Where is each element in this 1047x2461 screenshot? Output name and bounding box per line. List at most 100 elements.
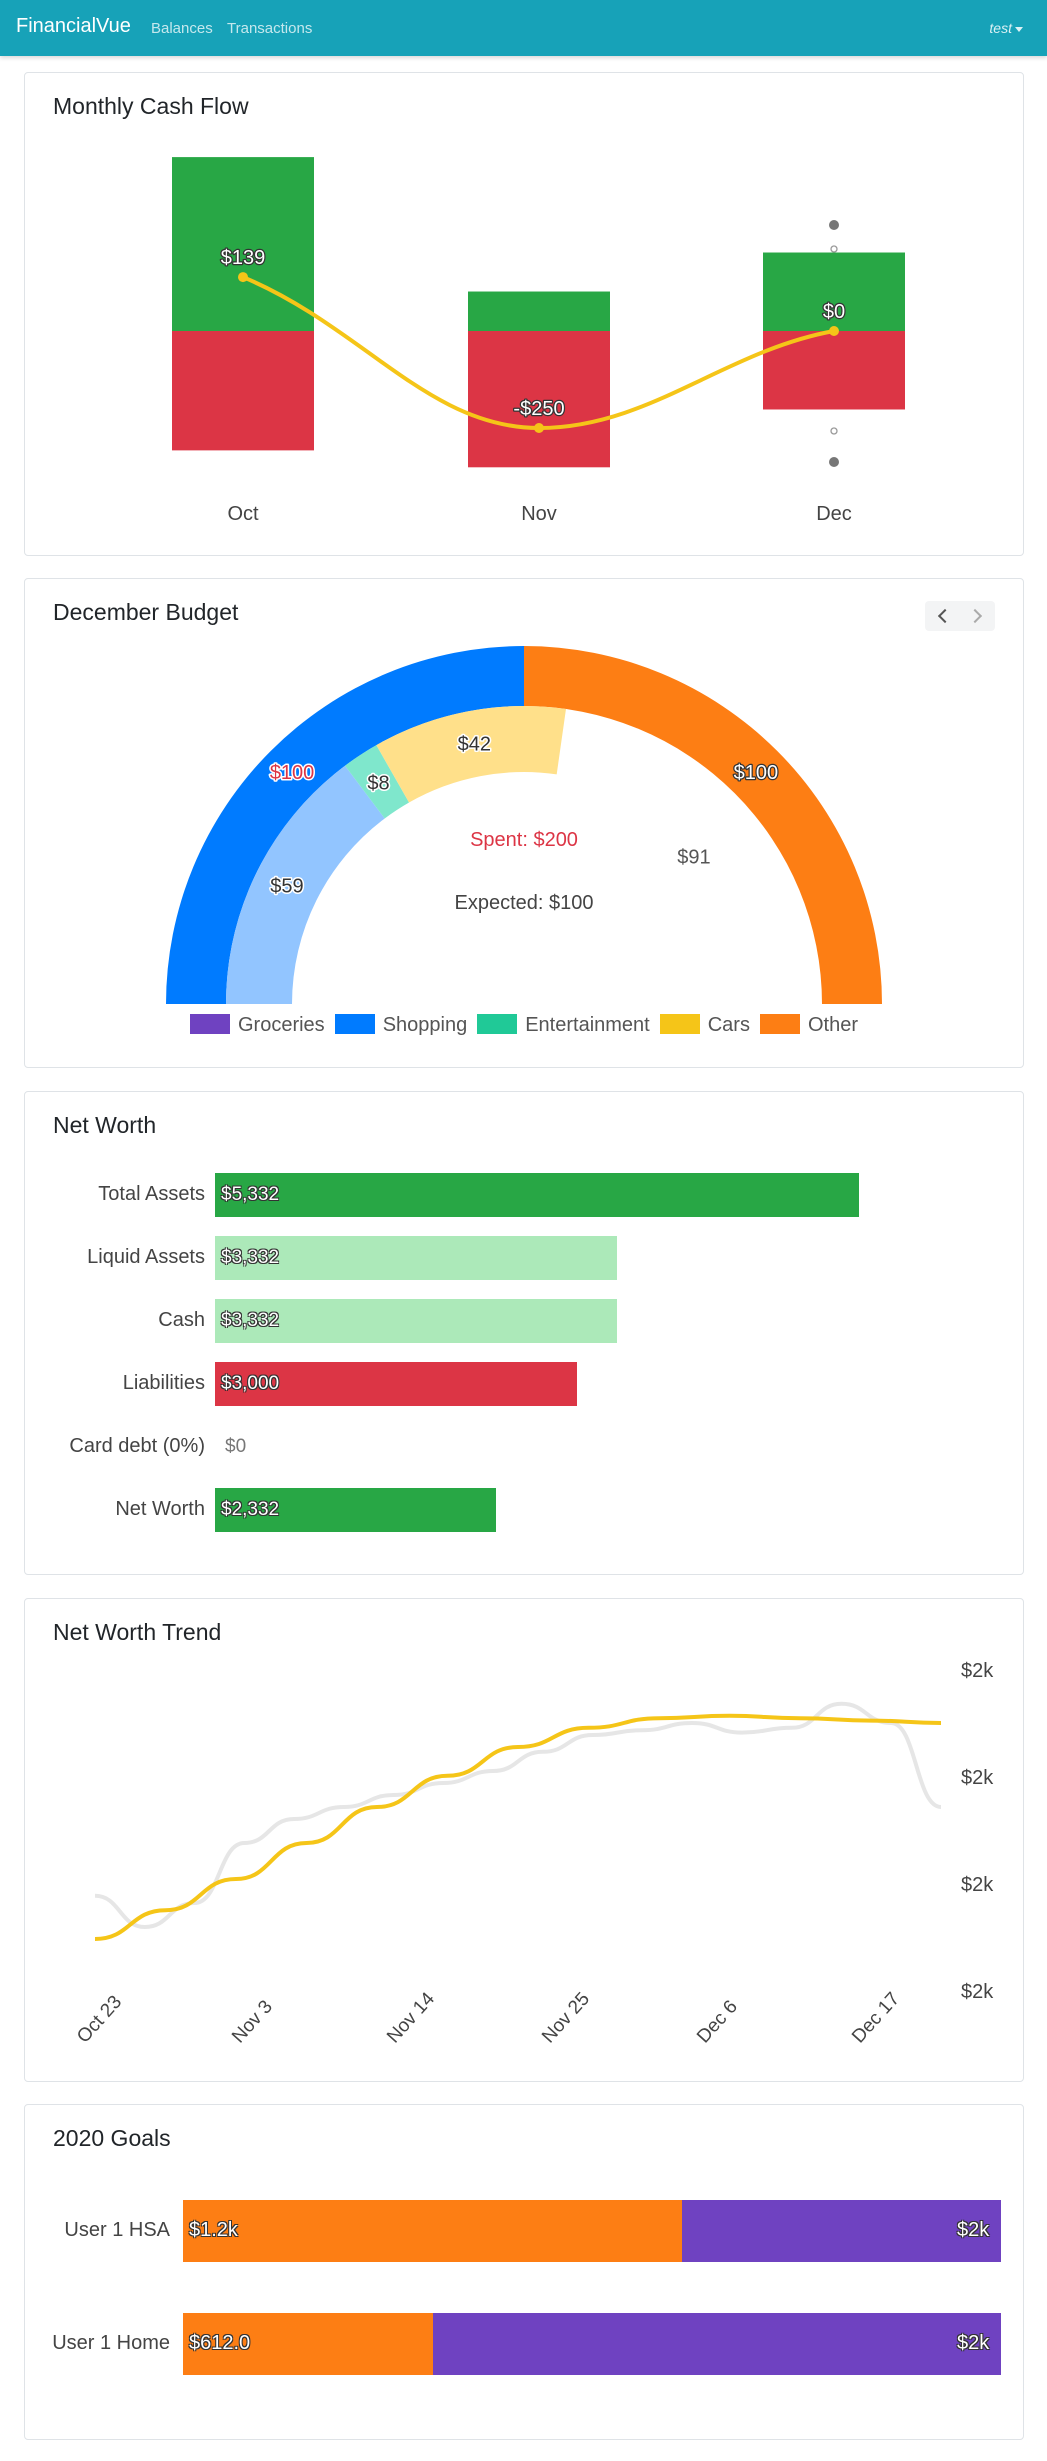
spent-label: Spent: $200 bbox=[470, 829, 578, 851]
net-worth-bar bbox=[215, 1299, 617, 1343]
net-worth-row-label: Net Worth bbox=[115, 1498, 205, 1520]
x-tick-label: Nov bbox=[521, 503, 557, 525]
goal-progress-label: $1.2k bbox=[189, 2219, 238, 2241]
net-worth-value-label: $0 bbox=[225, 1436, 247, 1457]
goal-row-label: User 1 Home bbox=[52, 2332, 170, 2354]
goals-title: 2020 Goals bbox=[53, 2125, 171, 2151]
legend-item[interactable]: Cars bbox=[659, 1014, 750, 1037]
outlier-dot bbox=[829, 220, 839, 230]
x-tick-label: Nov 3 bbox=[228, 1996, 277, 2047]
budget-inner-label: $91 bbox=[677, 847, 710, 869]
legend-swatch bbox=[189, 1014, 230, 1034]
net-worth-row-label: Liquid Assets bbox=[87, 1246, 205, 1268]
legend-swatch bbox=[759, 1014, 800, 1034]
y-tick-label: $2k bbox=[961, 1874, 994, 1896]
net-point bbox=[238, 272, 248, 283]
net-worth-row-label: Card debt (0%) bbox=[69, 1435, 205, 1457]
y-tick-label: $2k bbox=[961, 1981, 994, 2003]
legend-label: Shopping bbox=[382, 1014, 468, 1036]
net-worth-bar bbox=[215, 1236, 617, 1280]
net-worth-value-label: $5,332 bbox=[221, 1184, 280, 1205]
x-tick-label: Nov 14 bbox=[383, 1988, 439, 2047]
legend-item[interactable]: Other bbox=[759, 1014, 858, 1037]
expense-bar bbox=[468, 331, 610, 468]
net-data-label: -$250 bbox=[513, 398, 564, 420]
net-worth-bar bbox=[215, 1173, 859, 1217]
goal-target-label: $2k bbox=[957, 2332, 990, 2354]
user-menu-dropdown[interactable]: test bbox=[989, 20, 1023, 36]
x-tick-label: Oct bbox=[227, 503, 259, 525]
legend-swatch bbox=[334, 1014, 375, 1034]
legend-item[interactable]: Shopping bbox=[334, 1014, 468, 1037]
net-worth-value-label: $3,332 bbox=[221, 1247, 280, 1268]
goal-target-label: $2k bbox=[957, 2219, 990, 2241]
budget-inner-segment bbox=[376, 706, 566, 803]
legend-item[interactable]: Groceries bbox=[189, 1014, 325, 1037]
net-worth-row-label: Total Assets bbox=[98, 1183, 205, 1205]
trend-title: Net Worth Trend bbox=[53, 1619, 222, 1645]
legend-label: Groceries bbox=[237, 1014, 325, 1036]
legend-swatch bbox=[477, 1014, 518, 1034]
budget-inner-label: $59 bbox=[270, 876, 303, 898]
net-worth-row-label: Cash bbox=[158, 1309, 205, 1331]
outlier-ring bbox=[830, 245, 838, 253]
nav-balances-link[interactable]: Balances bbox=[151, 20, 213, 37]
x-tick-label: Nov 25 bbox=[538, 1989, 594, 2048]
outlier-ring bbox=[830, 427, 838, 435]
budget-inner-segment bbox=[226, 765, 385, 1004]
goal-progress-bar bbox=[183, 2200, 682, 2262]
legend-label: Other bbox=[807, 1014, 858, 1036]
legend-label: Cars bbox=[707, 1014, 750, 1036]
budget-outer-label: $100 bbox=[734, 762, 779, 784]
net-worth-bar bbox=[215, 1362, 577, 1406]
goal-row-label: User 1 HSA bbox=[64, 2219, 170, 2241]
budget-outer-label: $100 bbox=[270, 762, 315, 784]
goal-remaining-bar bbox=[433, 2313, 1001, 2375]
net-worth-card: Net Worth Total Assets $5,332 Liquid Asset… bbox=[24, 1091, 1024, 1575]
y-tick-label: $2k bbox=[961, 1767, 994, 1789]
budget-outer-segment bbox=[524, 646, 882, 1004]
budget-card: December Budget $100 $100 $59 $8 $42 $91 Spent… bbox=[24, 578, 1024, 1068]
net-point bbox=[829, 326, 839, 336]
x-tick-label: Oct 23 bbox=[73, 1992, 126, 2048]
budget-inner-segment bbox=[345, 745, 410, 819]
budget-chart: $100 $100 $59 $8 $42 $91 Spent: $200 Expected: … bbox=[166, 646, 882, 1004]
goals-card: 2020 Goals User 1 HSA $1.2k $2k User 1 Home… bbox=[24, 2104, 1024, 2440]
legend-item[interactable]: Entertainment bbox=[477, 1014, 650, 1037]
expense-bar bbox=[172, 331, 314, 451]
income-bar bbox=[172, 157, 314, 331]
outlier-dot bbox=[829, 457, 839, 467]
cash-flow-card: Monthly Cash Flow $139 -$250 $0 Oct Nov Dec bbox=[24, 72, 1024, 556]
nav-transactions-link[interactable]: Transactions bbox=[227, 20, 313, 37]
user-name: test bbox=[989, 20, 1012, 36]
net-worth-value-label: $3,000 bbox=[221, 1373, 280, 1394]
legend-swatch bbox=[659, 1014, 700, 1034]
budget-title: December Budget bbox=[53, 599, 239, 625]
net-worth-title: Net Worth bbox=[53, 1112, 157, 1138]
cash-flow-chart: $139 -$250 $0 Oct Nov Dec bbox=[172, 157, 905, 525]
net-point bbox=[534, 423, 544, 433]
budget-inner-label: $42 bbox=[458, 734, 491, 756]
brand-logo[interactable]: FinancialVue bbox=[16, 15, 131, 37]
net-data-label: $0 bbox=[823, 301, 845, 323]
chevron-down-icon bbox=[1015, 26, 1023, 32]
cash-flow-title: Monthly Cash Flow bbox=[53, 93, 249, 119]
x-tick-label: Dec bbox=[816, 503, 852, 525]
x-tick-label: Dec 6 bbox=[693, 1996, 742, 2047]
income-bar bbox=[468, 291, 610, 331]
net-worth-value-label: $2,332 bbox=[221, 1499, 280, 1520]
budget-month-pager bbox=[925, 601, 995, 631]
actual-trend-line bbox=[94, 1701, 942, 1930]
trend-card: Net Worth Trend $2k $2k $2k $2k Oct 23 Nov 3 N… bbox=[24, 1598, 1024, 2082]
legend-label: Entertainment bbox=[525, 1014, 650, 1036]
expected-label: Expected: $100 bbox=[455, 892, 594, 914]
budget-inner-label: $8 bbox=[367, 773, 389, 795]
budget-legend: Groceries Shopping Entertainment Cars Other bbox=[25, 1014, 1023, 1037]
navbar: FinancialVue Balances Transactions test bbox=[0, 0, 1047, 56]
net-data-label: $139 bbox=[221, 247, 266, 269]
budget-outer-segment bbox=[166, 646, 524, 1004]
y-tick-label: $2k bbox=[961, 1660, 994, 1682]
projected-trend-line bbox=[94, 1713, 942, 1941]
net-worth-bar bbox=[215, 1488, 496, 1532]
goal-progress-bar bbox=[183, 2313, 433, 2375]
